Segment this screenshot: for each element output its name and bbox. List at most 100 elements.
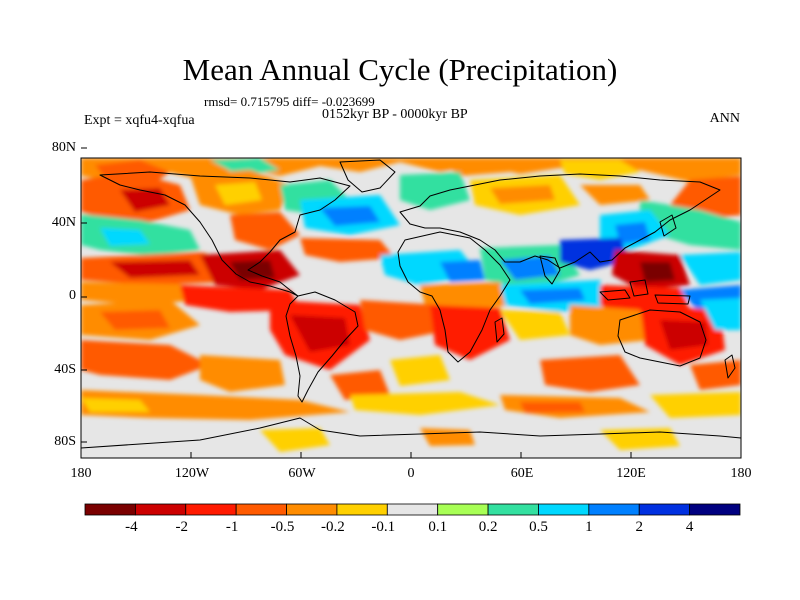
stats-subtitle: rmsd= 0.715795 diff= -0.023699 xyxy=(204,94,375,109)
colorbar-label: 0.2 xyxy=(478,519,498,535)
australia-coast xyxy=(617,309,707,367)
colorbar-swatch xyxy=(84,503,136,516)
colorbar-swatch xyxy=(185,503,237,516)
colorbar-swatch xyxy=(487,503,539,516)
colorbar xyxy=(84,503,741,516)
colorbar-swatch xyxy=(235,503,287,516)
colorbar-swatch xyxy=(588,503,640,516)
field-patch xyxy=(560,238,630,270)
season-label: ANN xyxy=(709,111,740,126)
greenland-coast xyxy=(339,159,396,193)
colorbar-label: -0.1 xyxy=(371,519,396,535)
field-patch xyxy=(330,370,390,400)
lat-label-eq: 0 xyxy=(69,288,76,303)
field-patch xyxy=(320,206,380,226)
colorbar-label: 0.5 xyxy=(529,519,548,535)
field-patch xyxy=(420,282,510,312)
field-patch xyxy=(100,228,150,246)
lat-label-80n: 80N xyxy=(51,140,76,155)
field-patch xyxy=(570,305,650,345)
lon-label-180w: 180 xyxy=(70,466,92,481)
field-patch xyxy=(440,160,510,176)
field-patch xyxy=(540,355,640,392)
colorbar-swatch xyxy=(638,503,691,516)
field-patch xyxy=(580,185,650,205)
experiment-label: Expt = xqfu4-xqfua xyxy=(84,113,195,128)
field-patch xyxy=(210,158,280,176)
lat-label-40s: 40S xyxy=(54,362,76,377)
colorbar-swatch xyxy=(538,503,590,516)
colorbar-label: -0.2 xyxy=(321,519,345,535)
colorbar-swatch xyxy=(437,503,489,516)
colorbar-label: -4 xyxy=(125,519,138,535)
new-zealand-coast xyxy=(724,354,736,379)
field-patch xyxy=(230,260,275,280)
plot-title: Mean Annual Cycle (Precipitation) xyxy=(182,52,618,87)
field-patch xyxy=(520,288,585,304)
field-patch xyxy=(215,182,262,205)
lat-label-40n: 40N xyxy=(51,215,76,230)
lon-ticks xyxy=(80,452,742,458)
colorbar-label: 4 xyxy=(685,519,694,535)
lat-ticks xyxy=(81,147,87,443)
japan-coast xyxy=(659,214,677,237)
field-patch xyxy=(110,260,200,278)
colorbar-label: 2 xyxy=(635,519,643,535)
field-patch xyxy=(290,315,350,352)
field-patch xyxy=(400,172,470,210)
field-patch xyxy=(430,305,510,360)
period-subtitle: 0152kyr BP - 0000kyr BP xyxy=(322,107,468,122)
precip-field xyxy=(81,158,741,458)
colorbar-label: 0.1 xyxy=(428,519,448,535)
new-guinea-coast xyxy=(654,294,691,305)
field-patch xyxy=(230,212,300,250)
colorbar-label: -0.5 xyxy=(270,519,295,535)
field-patch xyxy=(81,398,150,412)
madagascar-coast xyxy=(494,317,505,343)
field-patch xyxy=(490,185,555,204)
sumatra-coast xyxy=(599,289,631,301)
south-america-coast xyxy=(285,291,359,403)
field-patch xyxy=(390,355,450,386)
field-patch xyxy=(680,252,741,285)
field-patch xyxy=(81,390,350,420)
field-patch xyxy=(81,282,200,305)
colorbar-swatch xyxy=(134,503,187,516)
colorbar-swatch xyxy=(336,503,388,516)
coastlines xyxy=(81,159,741,449)
field-patch xyxy=(350,392,500,415)
field-patch xyxy=(615,222,650,244)
colorbar-label: 1 xyxy=(585,519,593,535)
lon-label-120e: 120E xyxy=(616,466,646,481)
field-patch xyxy=(300,238,395,262)
field-patch xyxy=(81,340,210,380)
borneo-coast xyxy=(629,279,649,297)
field-patch xyxy=(260,428,330,452)
lon-label-0: 0 xyxy=(407,466,415,481)
field-patch xyxy=(650,392,741,418)
colorbar-label: -2 xyxy=(175,519,189,535)
field-patch xyxy=(520,402,585,413)
lat-label-80s: 80S xyxy=(54,434,76,449)
lon-label-60w: 60W xyxy=(288,466,316,481)
colorbar-label: -1 xyxy=(225,519,239,535)
lon-label-60e: 60E xyxy=(510,466,534,481)
field-patch xyxy=(640,262,675,282)
colorbar-swatch xyxy=(286,503,338,516)
field-patch xyxy=(100,310,170,330)
africa-coast xyxy=(397,231,511,363)
north-america-coast xyxy=(99,171,351,297)
colorbar-swatch xyxy=(689,503,741,516)
eurasia-coast xyxy=(399,173,721,269)
field-patch xyxy=(500,310,570,340)
field-patch xyxy=(560,160,640,180)
colorbar-swatch xyxy=(386,503,439,516)
lon-label-120w: 120W xyxy=(174,466,210,481)
lon-label-180e: 180 xyxy=(730,466,752,481)
field-patch xyxy=(440,260,485,282)
field-patch xyxy=(360,300,450,340)
field-patch xyxy=(700,298,741,330)
field-patch xyxy=(660,320,708,350)
field-patch xyxy=(690,360,741,390)
